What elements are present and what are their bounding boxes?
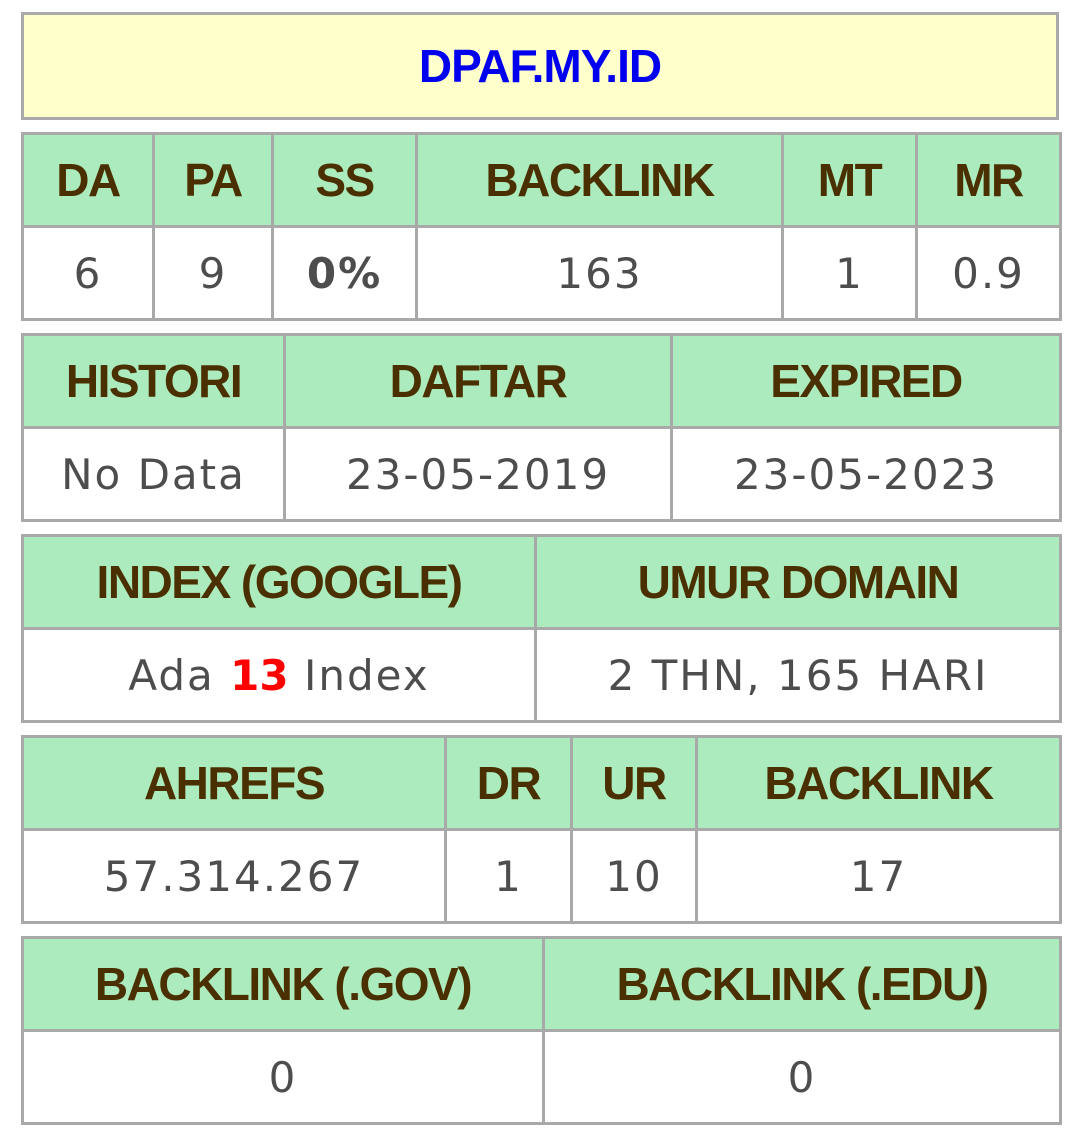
header-pa: PA bbox=[152, 132, 274, 228]
value-ur: 10 bbox=[570, 828, 698, 924]
value-ss: 0% bbox=[271, 225, 418, 321]
moz-header-row: DA PA SS BACKLINK MT MR bbox=[21, 132, 1062, 228]
moz-metrics-table: DA PA SS BACKLINK MT MR 6 9 0% 163 1 0.9 bbox=[21, 132, 1062, 321]
moz-value-row: 6 9 0% 163 1 0.9 bbox=[21, 225, 1062, 321]
special-backlink-table: BACKLINK (.GOV) BACKLINK (.EDU) 0 0 bbox=[21, 936, 1062, 1125]
header-histori: HISTORI bbox=[21, 333, 286, 429]
value-mr: 0.9 bbox=[915, 225, 1062, 321]
site-title: DPAF.MY.ID bbox=[418, 40, 662, 92]
header-daftar: DAFTAR bbox=[283, 333, 673, 429]
index-count: 13 bbox=[230, 650, 289, 700]
value-mt: 1 bbox=[781, 225, 918, 321]
header-da: DA bbox=[21, 132, 155, 228]
header-umur-domain: UMUR DOMAIN bbox=[534, 534, 1062, 630]
dates-value-row: No Data 23-05-2019 23-05-2023 bbox=[21, 426, 1062, 522]
index-header-row: INDEX (GOOGLE) UMUR DOMAIN bbox=[21, 534, 1062, 630]
ahrefs-table: AHREFS DR UR BACKLINK 57.314.267 1 10 17 bbox=[21, 735, 1062, 924]
index-value-row: Ada 13 Index 2 THN, 165 HARI bbox=[21, 627, 1062, 723]
dates-table: HISTORI DAFTAR EXPIRED No Data 23-05-201… bbox=[21, 333, 1062, 522]
header-index-google: INDEX (GOOGLE) bbox=[21, 534, 537, 630]
value-backlink: 163 bbox=[415, 225, 784, 321]
header-backlink: BACKLINK bbox=[415, 132, 784, 228]
header-mr: MR bbox=[915, 132, 1062, 228]
value-da: 6 bbox=[21, 225, 155, 321]
value-dr: 1 bbox=[444, 828, 573, 924]
header-ahrefs: AHREFS bbox=[21, 735, 447, 831]
header-ahrefs-backlink: BACKLINK bbox=[695, 735, 1062, 831]
index-suffix: Index bbox=[303, 650, 430, 700]
header-expired: EXPIRED bbox=[670, 333, 1062, 429]
value-index-google: Ada 13 Index bbox=[21, 627, 537, 723]
value-pa: 9 bbox=[152, 225, 274, 321]
value-ahrefs-backlink: 17 bbox=[695, 828, 1062, 924]
header-ss: SS bbox=[271, 132, 418, 228]
dates-header-row: HISTORI DAFTAR EXPIRED bbox=[21, 333, 1062, 429]
header-backlink-gov: BACKLINK (.GOV) bbox=[21, 936, 545, 1032]
value-histori: No Data bbox=[21, 426, 286, 522]
ahrefs-value-row: 57.314.267 1 10 17 bbox=[21, 828, 1062, 924]
header-dr: DR bbox=[444, 735, 573, 831]
value-umur-domain: 2 THN, 165 HARI bbox=[534, 627, 1062, 723]
index-prefix: Ada bbox=[128, 650, 215, 700]
value-backlink-edu: 0 bbox=[542, 1029, 1062, 1125]
index-table: INDEX (GOOGLE) UMUR DOMAIN Ada 13 Index … bbox=[21, 534, 1062, 723]
header-backlink-edu: BACKLINK (.EDU) bbox=[542, 936, 1062, 1032]
special-value-row: 0 0 bbox=[21, 1029, 1062, 1125]
header-ur: UR bbox=[570, 735, 698, 831]
header-mt: MT bbox=[781, 132, 918, 228]
site-title-box: DPAF.MY.ID bbox=[21, 12, 1059, 120]
special-header-row: BACKLINK (.GOV) BACKLINK (.EDU) bbox=[21, 936, 1062, 1032]
value-ahrefs: 57.314.267 bbox=[21, 828, 447, 924]
ahrefs-header-row: AHREFS DR UR BACKLINK bbox=[21, 735, 1062, 831]
value-expired: 23-05-2023 bbox=[670, 426, 1062, 522]
value-daftar: 23-05-2019 bbox=[283, 426, 673, 522]
value-backlink-gov: 0 bbox=[21, 1029, 545, 1125]
